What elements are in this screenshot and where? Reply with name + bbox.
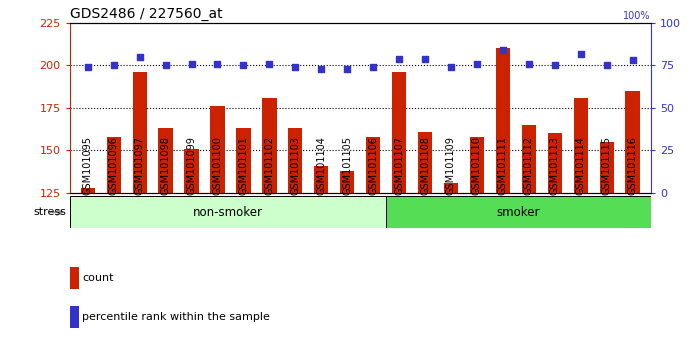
Bar [496, 48, 510, 193]
Text: GSM101116: GSM101116 [628, 136, 638, 195]
Bar [522, 125, 536, 193]
Point [186, 61, 197, 67]
Bar [548, 133, 562, 193]
Point [575, 51, 586, 56]
Text: GSM101107: GSM101107 [394, 136, 404, 195]
Point [420, 56, 431, 62]
Bar [599, 142, 614, 193]
Bar [366, 137, 380, 193]
Point [549, 63, 560, 68]
Point [134, 54, 145, 60]
Point [160, 63, 171, 68]
Text: 100%: 100% [623, 11, 651, 21]
Text: count: count [82, 273, 114, 283]
Point [445, 64, 457, 70]
Text: GSM101109: GSM101109 [446, 136, 456, 195]
Bar [132, 72, 147, 193]
Point [393, 56, 404, 62]
Bar [70, 306, 79, 328]
Bar [444, 183, 458, 193]
Text: percentile rank within the sample: percentile rank within the sample [82, 312, 270, 322]
Point [627, 58, 638, 63]
Text: smoker: smoker [497, 206, 540, 219]
Text: GSM101111: GSM101111 [498, 136, 508, 195]
Bar [237, 129, 251, 193]
Bar [470, 137, 484, 193]
Text: non-smoker: non-smoker [193, 206, 263, 219]
Bar [392, 72, 406, 193]
Point [601, 63, 612, 68]
FancyBboxPatch shape [386, 196, 651, 228]
Text: GSM101110: GSM101110 [472, 136, 482, 195]
Point [471, 61, 482, 67]
Text: GSM101104: GSM101104 [316, 136, 326, 195]
Text: GSM101102: GSM101102 [264, 136, 274, 195]
Bar [574, 98, 588, 193]
Point [342, 66, 353, 72]
Point [212, 61, 223, 67]
Bar [418, 132, 432, 193]
Bar [314, 166, 329, 193]
Point [82, 64, 93, 70]
Bar [210, 106, 225, 193]
Text: GSM101105: GSM101105 [342, 136, 352, 195]
Bar [262, 98, 276, 193]
Bar [626, 91, 640, 193]
Text: GSM101114: GSM101114 [576, 136, 586, 195]
Point [498, 47, 509, 53]
Point [290, 64, 301, 70]
Text: GSM101097: GSM101097 [134, 136, 145, 195]
Text: GSM101100: GSM101100 [212, 136, 223, 195]
Text: GSM101099: GSM101099 [187, 136, 196, 195]
Point [264, 61, 275, 67]
Text: stress: stress [33, 207, 66, 217]
Bar [70, 267, 79, 289]
Bar [340, 171, 354, 193]
Bar [159, 129, 173, 193]
Point [523, 61, 535, 67]
Text: GDS2486 / 227560_at: GDS2486 / 227560_at [70, 7, 222, 21]
Point [316, 66, 327, 72]
Point [108, 63, 119, 68]
Text: GSM101103: GSM101103 [290, 136, 300, 195]
Bar [81, 188, 95, 193]
Point [238, 63, 249, 68]
Bar [184, 149, 198, 193]
Text: GSM101095: GSM101095 [83, 136, 93, 195]
Text: GSM101113: GSM101113 [550, 136, 560, 195]
Text: GSM101098: GSM101098 [161, 136, 171, 195]
Point [367, 64, 379, 70]
Text: GSM101108: GSM101108 [420, 136, 430, 195]
Text: GSM101115: GSM101115 [601, 136, 612, 195]
Bar [106, 137, 121, 193]
Text: GSM101112: GSM101112 [524, 136, 534, 195]
Text: GSM101106: GSM101106 [368, 136, 378, 195]
Text: GSM101101: GSM101101 [239, 136, 248, 195]
FancyBboxPatch shape [70, 196, 386, 228]
Bar [288, 129, 303, 193]
Text: GSM101096: GSM101096 [109, 136, 119, 195]
